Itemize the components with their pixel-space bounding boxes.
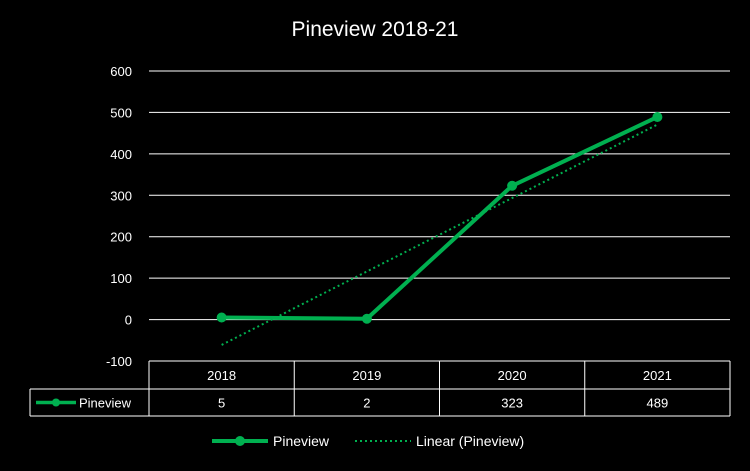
y-tick-label: 400: [110, 147, 132, 162]
series-line: [221, 115, 659, 321]
data-point: [652, 111, 663, 122]
legend-series-label: Pineview: [273, 433, 330, 449]
chart-title: Pineview 2018-21: [291, 18, 459, 41]
gridlines: [149, 70, 730, 321]
trendline: [221, 123, 658, 346]
y-tick-label: 300: [110, 188, 132, 203]
data-table-value: 2: [363, 396, 370, 411]
y-tick-label: 100: [110, 271, 132, 286]
trendline-layer: [221, 123, 658, 346]
y-tick-label: 600: [110, 64, 132, 79]
x-category-label: 2020: [498, 368, 527, 383]
data-point: [361, 313, 372, 324]
data-table-value: 489: [647, 396, 669, 411]
legend-series-marker: [235, 436, 245, 446]
legend: Pineview Linear (Pineview): [212, 433, 524, 449]
data-point: [216, 312, 227, 323]
data-table: 2018 2019 2020 2021 Pineview 5 2 323 489: [29, 360, 731, 417]
series-layer: [216, 111, 663, 324]
y-tick-label: 0: [125, 313, 132, 328]
data-point: [507, 180, 518, 191]
data-table-value: 323: [501, 396, 523, 411]
data-table-value: 5: [218, 396, 225, 411]
y-tick-label: -100: [106, 354, 132, 369]
table-legend-key-marker: [52, 398, 60, 407]
table-series-name: Pineview: [79, 396, 132, 411]
y-tick-label: 500: [110, 105, 132, 120]
y-tick-label: 200: [110, 230, 132, 245]
x-category-label: 2019: [352, 368, 381, 383]
x-category-label: 2018: [207, 368, 236, 383]
legend-trend-label: Linear (Pineview): [416, 433, 524, 449]
x-category-label: 2021: [643, 368, 672, 383]
y-axis-ticks: -100 0 100 200 300 400 500 600: [106, 64, 132, 369]
